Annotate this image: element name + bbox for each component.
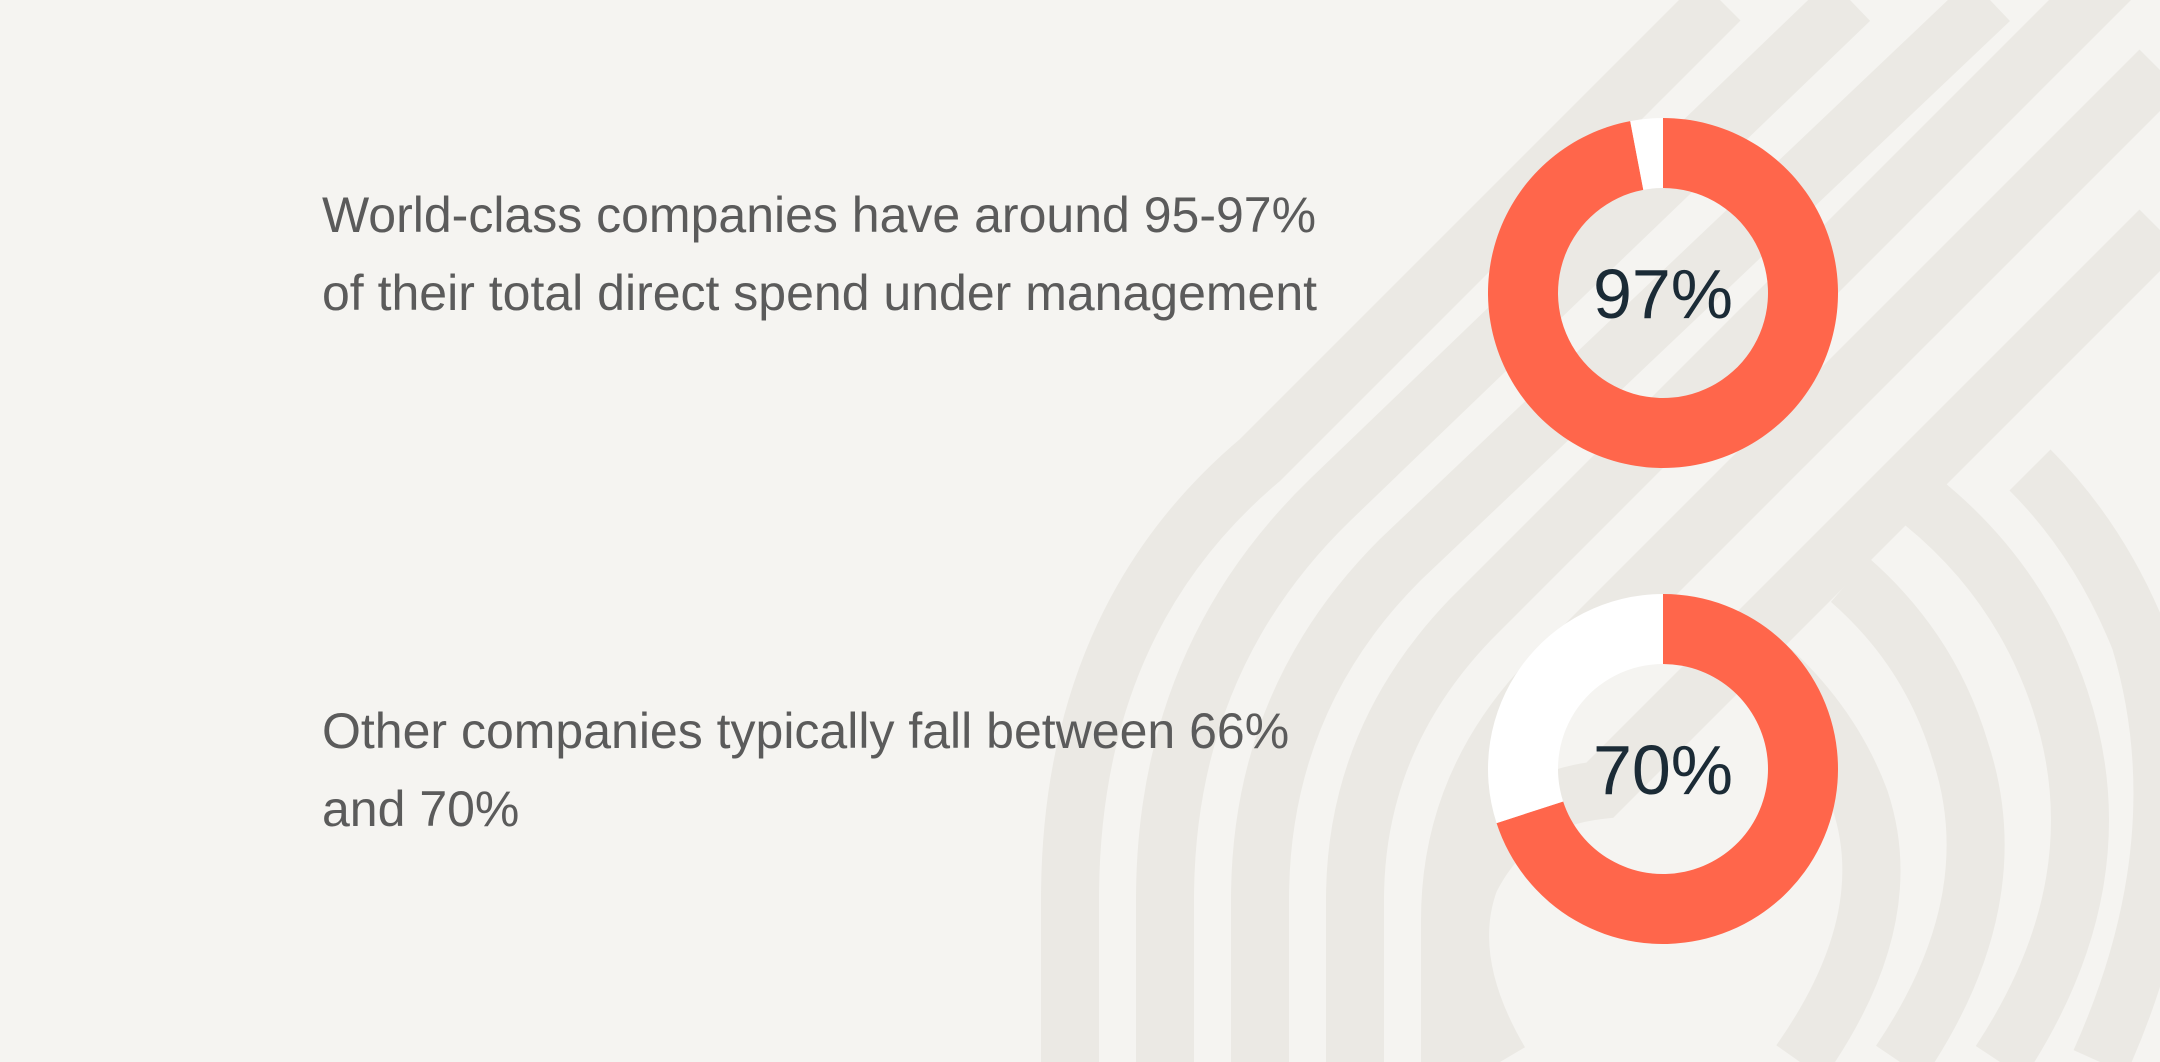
donut-chart-70: 70%: [1488, 594, 1838, 944]
donut-chart-97: 97%: [1488, 118, 1838, 468]
background-stripe: [1901, 477, 2109, 1062]
donut-slice-value: [1496, 594, 1838, 944]
background-stripe: [1231, 0, 2010, 1062]
donut-center-label: 70%: [1593, 731, 1733, 809]
background-stripe: [1326, 0, 2132, 1062]
donut-center-label: 97%: [1593, 255, 1733, 333]
stat-description: World-class companies have around 95-97%…: [322, 187, 1318, 321]
donut-slice-remainder: [1488, 594, 1663, 824]
background-stripe: [2009, 449, 2160, 1062]
background-stripe: [1041, 0, 1741, 1062]
stat-description: Other companies typically fall between 6…: [322, 703, 1290, 837]
background-stripe: [1136, 0, 1871, 1062]
donut-slice-value: [1488, 118, 1838, 468]
donut-slice-remainder: [1630, 118, 1663, 190]
background-stripe: [1830, 558, 2005, 1062]
